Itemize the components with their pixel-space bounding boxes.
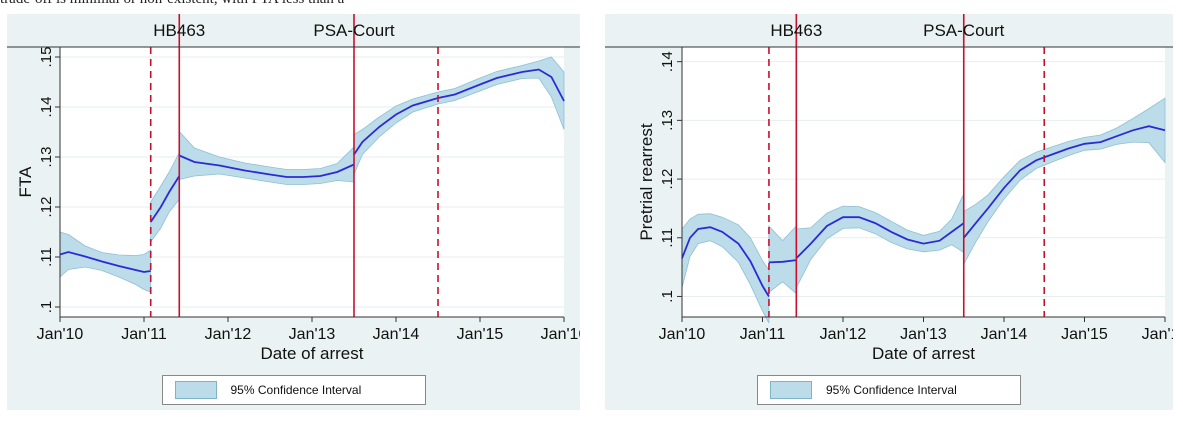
fitted-line-segment: [59, 251, 151, 273]
event-label: PSA-Court: [923, 21, 1005, 40]
rearrest-chart-panel: .1 .11 .12 .13 .14 Jan'10 Jan'11 Jan'12 Jan'13 Ja…: [605, 14, 1173, 410]
y-tick-label: .11: [38, 247, 55, 267]
x-tick-label: Jan'13: [289, 326, 336, 343]
fitted-line-segment: [149, 175, 181, 223]
ci-band-segment: [963, 97, 1166, 265]
legend: 95% Confidence Interval: [757, 375, 1021, 405]
legend: 95% Confidence Interval: [161, 375, 426, 405]
y-tick-label: .12: [38, 197, 55, 218]
y-tick-label: .1: [659, 290, 676, 303]
fta-chart-panel: .1 .11 .12 .13 .14 .15 Jan'10 Jan'11 Jan'12 Jan'1…: [7, 14, 580, 410]
legend-label: 95% Confidence Interval: [230, 383, 362, 397]
x-axis-title: Date of arrest: [872, 344, 975, 363]
fitted-line-segment: [178, 154, 355, 178]
fitted-line-segment: [963, 125, 1166, 239]
y-tick-label: .13: [38, 147, 55, 168]
fta-chart: .1 .11 .12 .13 .14 .15 Jan'10 Jan'11 Jan'12 Jan'1…: [7, 14, 580, 363]
x-tick-label: Jan'15: [1061, 326, 1108, 343]
x-tick-label: Jan'10: [37, 326, 84, 343]
y-axis-title: FTA: [16, 166, 35, 198]
y-tick-label: .14: [38, 97, 55, 118]
y-tick-label: .12: [659, 169, 676, 190]
ci-band-segment: [353, 56, 565, 175]
x-tick-label: Jan'11: [121, 326, 167, 343]
x-tick-label: Jan'12: [820, 326, 867, 343]
ci-band-segment: [681, 213, 770, 324]
y-tick-label: .11: [659, 228, 676, 248]
x-tick-label: Jan'14: [981, 326, 1028, 343]
y-tick-label: .14: [659, 51, 676, 72]
caption-text: trade-off is minimal or non-existent, wi…: [0, 0, 1183, 11]
fitted-line-segment: [795, 216, 965, 259]
y-tick-label: .15: [38, 47, 55, 68]
fitted-line-segment: [681, 226, 770, 297]
event-label: HB463: [770, 21, 822, 40]
y-axis-title: Pretrial rearrest: [637, 123, 656, 240]
x-tick-label: Jan'13: [900, 326, 947, 343]
fitted-line-segment: [353, 68, 565, 156]
x-tick-label: Jan'16: [1142, 326, 1173, 343]
event-label: PSA-Court: [313, 21, 395, 40]
x-axis-title: Date of arrest: [261, 344, 364, 363]
x-tick-label: Jan'10: [659, 326, 706, 343]
x-tick-label: Jan'16: [541, 326, 580, 343]
x-tick-label: Jan'11: [740, 326, 786, 343]
x-tick-label: Jan'12: [205, 326, 252, 343]
event-label: HB463: [153, 21, 205, 40]
legend-label: 95% Confidence Interval: [826, 383, 957, 397]
legend-ci-swatch: [770, 381, 812, 399]
rearrest-chart: .1 .11 .12 .13 .14 Jan'10 Jan'11 Jan'12 Jan'13 Ja…: [605, 14, 1173, 363]
fitted-line-segment: [768, 259, 797, 264]
legend-ci-swatch: [174, 381, 217, 399]
y-tick-label: .1: [38, 301, 55, 314]
y-tick-label: .13: [659, 110, 676, 131]
x-tick-label: Jan'15: [457, 326, 504, 343]
x-tick-label: Jan'14: [373, 326, 420, 343]
